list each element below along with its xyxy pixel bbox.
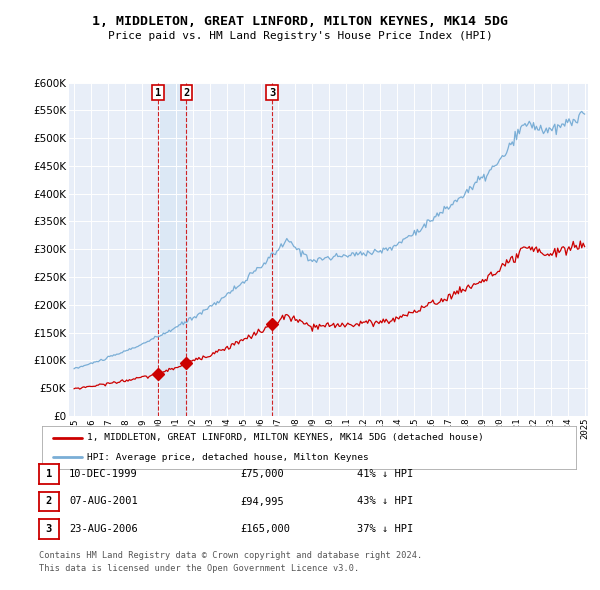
Text: £94,995: £94,995 [240, 497, 284, 506]
Text: 43% ↓ HPI: 43% ↓ HPI [357, 497, 413, 506]
Text: 1: 1 [46, 469, 52, 478]
Text: 10-DEC-1999: 10-DEC-1999 [69, 469, 138, 478]
Text: £165,000: £165,000 [240, 525, 290, 534]
Text: HPI: Average price, detached house, Milton Keynes: HPI: Average price, detached house, Milt… [88, 453, 369, 462]
Text: £75,000: £75,000 [240, 469, 284, 478]
Text: 2: 2 [46, 497, 52, 506]
Text: Price paid vs. HM Land Registry's House Price Index (HPI): Price paid vs. HM Land Registry's House … [107, 31, 493, 41]
Text: 1, MIDDLETON, GREAT LINFORD, MILTON KEYNES, MK14 5DG (detached house): 1, MIDDLETON, GREAT LINFORD, MILTON KEYN… [88, 433, 484, 442]
Text: 3: 3 [269, 87, 275, 97]
Text: 2: 2 [183, 87, 190, 97]
Text: 23-AUG-2006: 23-AUG-2006 [69, 525, 138, 534]
Text: This data is licensed under the Open Government Licence v3.0.: This data is licensed under the Open Gov… [39, 563, 359, 572]
Text: Contains HM Land Registry data © Crown copyright and database right 2024.: Contains HM Land Registry data © Crown c… [39, 550, 422, 559]
Text: 07-AUG-2001: 07-AUG-2001 [69, 497, 138, 506]
Bar [158, 83, 186, 416]
Text: 1, MIDDLETON, GREAT LINFORD, MILTON KEYNES, MK14 5DG: 1, MIDDLETON, GREAT LINFORD, MILTON KEYN… [92, 15, 508, 28]
Text: 3: 3 [46, 525, 52, 534]
Text: 41% ↓ HPI: 41% ↓ HPI [357, 469, 413, 478]
Text: 37% ↓ HPI: 37% ↓ HPI [357, 525, 413, 534]
Text: 1: 1 [155, 87, 161, 97]
